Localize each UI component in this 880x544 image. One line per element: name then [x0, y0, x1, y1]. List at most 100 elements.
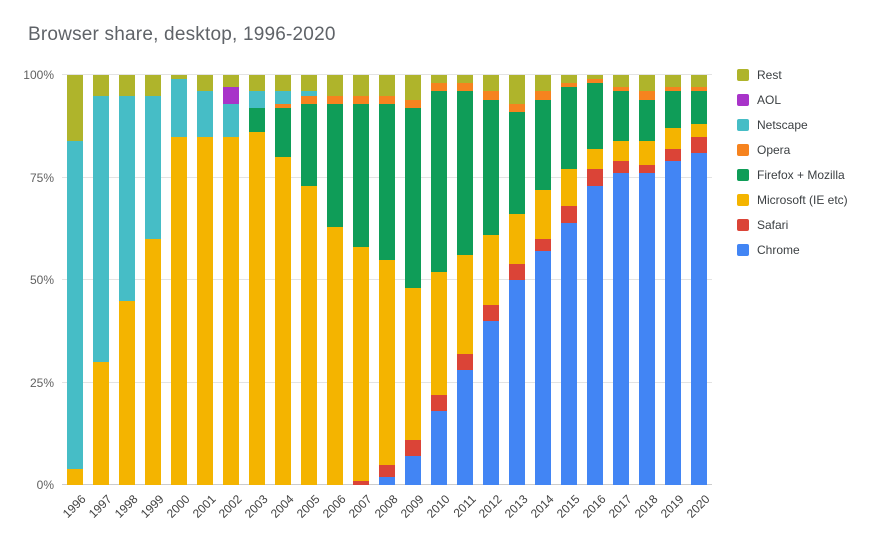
bar-segment-safari[interactable] [639, 165, 655, 174]
bar-segment-firefox-mozilla[interactable] [509, 111, 525, 215]
bar-segment-opera[interactable] [379, 95, 395, 104]
bar-segment-microsoft-ie-etc[interactable] [431, 271, 447, 395]
bar-segment-microsoft-ie-etc[interactable] [223, 136, 239, 485]
bar-segment-safari[interactable] [431, 394, 447, 412]
bar-segment-firefox-mozilla[interactable] [301, 103, 317, 186]
bar-segment-microsoft-ie-etc[interactable] [301, 185, 317, 485]
bar-segment-rest[interactable] [275, 75, 291, 92]
bar-segment-microsoft-ie-etc[interactable] [509, 214, 525, 264]
bar-segment-rest[interactable] [405, 75, 421, 100]
bar-segment-opera[interactable] [613, 87, 629, 92]
bar-segment-microsoft-ie-etc[interactable] [275, 157, 291, 485]
bar-segment-opera[interactable] [587, 79, 603, 84]
bar-segment-firefox-mozilla[interactable] [587, 83, 603, 149]
bar-segment-firefox-mozilla[interactable] [379, 103, 395, 260]
bar-segment-opera[interactable] [431, 83, 447, 92]
bar-segment-rest[interactable] [197, 75, 213, 92]
bar-segment-safari[interactable] [405, 439, 421, 457]
bar-segment-microsoft-ie-etc[interactable] [327, 226, 343, 485]
bar-segment-rest[interactable] [561, 75, 577, 84]
bar-segment-firefox-mozilla[interactable] [613, 91, 629, 141]
bar-segment-rest[interactable] [691, 75, 707, 88]
bar-segment-safari[interactable] [379, 464, 395, 477]
bar-segment-rest[interactable] [457, 75, 473, 84]
bar-segment-chrome[interactable] [613, 173, 629, 485]
bar-segment-safari[interactable] [561, 206, 577, 223]
bar-segment-chrome[interactable] [379, 476, 395, 485]
bar-segment-microsoft-ie-etc[interactable] [119, 300, 135, 485]
bar-segment-chrome[interactable] [405, 456, 421, 485]
bar-segment-opera[interactable] [275, 103, 291, 108]
bar-segment-rest[interactable] [145, 75, 161, 96]
bar-segment-netscape[interactable] [249, 91, 265, 108]
bar-segment-chrome[interactable] [587, 185, 603, 485]
bar-segment-opera[interactable] [301, 95, 317, 104]
bar-segment-netscape[interactable] [275, 91, 291, 104]
bar-segment-safari[interactable] [691, 136, 707, 153]
bar-segment-firefox-mozilla[interactable] [457, 91, 473, 256]
bar-segment-rest[interactable] [327, 75, 343, 96]
bar-segment-microsoft-ie-etc[interactable] [613, 140, 629, 162]
bar-segment-netscape[interactable] [67, 140, 83, 469]
bar-segment-rest[interactable] [483, 75, 499, 92]
bar-segment-rest[interactable] [171, 75, 187, 80]
bar-segment-rest[interactable] [613, 75, 629, 88]
bar-segment-safari[interactable] [509, 263, 525, 280]
bar-segment-firefox-mozilla[interactable] [665, 91, 681, 129]
bar-segment-opera[interactable] [405, 99, 421, 108]
bar-segment-firefox-mozilla[interactable] [353, 103, 369, 248]
bar-segment-netscape[interactable] [119, 95, 135, 301]
bar-segment-rest[interactable] [639, 75, 655, 92]
bar-segment-firefox-mozilla[interactable] [249, 107, 265, 133]
bar-segment-rest[interactable] [93, 75, 109, 96]
bar-segment-firefox-mozilla[interactable] [561, 87, 577, 170]
bar-segment-chrome[interactable] [483, 321, 499, 485]
bar-segment-microsoft-ie-etc[interactable] [483, 234, 499, 305]
bar-segment-rest[interactable] [535, 75, 551, 92]
bar-segment-microsoft-ie-etc[interactable] [145, 239, 161, 485]
bar-segment-opera[interactable] [691, 87, 707, 92]
bar-segment-rest[interactable] [509, 75, 525, 104]
bar-segment-microsoft-ie-etc[interactable] [67, 468, 83, 485]
bar-segment-netscape[interactable] [197, 91, 213, 137]
bar-segment-firefox-mozilla[interactable] [483, 99, 499, 235]
bar-segment-microsoft-ie-etc[interactable] [405, 288, 421, 440]
bar-segment-firefox-mozilla[interactable] [431, 91, 447, 272]
bar-segment-microsoft-ie-etc[interactable] [587, 148, 603, 170]
bar-segment-netscape[interactable] [145, 95, 161, 239]
bar-segment-microsoft-ie-etc[interactable] [639, 140, 655, 166]
bar-segment-microsoft-ie-etc[interactable] [249, 132, 265, 485]
bar-segment-opera[interactable] [483, 91, 499, 100]
bar-segment-chrome[interactable] [561, 222, 577, 485]
bar-segment-chrome[interactable] [665, 161, 681, 485]
bar-segment-rest[interactable] [301, 75, 317, 92]
bar-segment-opera[interactable] [327, 95, 343, 104]
bar-segment-netscape[interactable] [93, 95, 109, 362]
bar-segment-rest[interactable] [249, 75, 265, 92]
bar-segment-opera[interactable] [457, 83, 473, 92]
bar-segment-chrome[interactable] [509, 280, 525, 485]
bar-segment-opera[interactable] [535, 91, 551, 100]
bar-segment-firefox-mozilla[interactable] [639, 99, 655, 141]
bar-segment-rest[interactable] [119, 75, 135, 96]
bar-segment-microsoft-ie-etc[interactable] [561, 169, 577, 207]
bar-segment-chrome[interactable] [639, 173, 655, 485]
bar-segment-safari[interactable] [665, 148, 681, 162]
bar-segment-netscape[interactable] [223, 103, 239, 137]
bar-segment-rest[interactable] [353, 75, 369, 96]
bar-segment-netscape[interactable] [171, 79, 187, 137]
bar-segment-chrome[interactable] [535, 251, 551, 485]
bar-segment-opera[interactable] [665, 87, 681, 92]
bar-segment-microsoft-ie-etc[interactable] [379, 259, 395, 465]
bar-segment-microsoft-ie-etc[interactable] [93, 362, 109, 485]
bar-segment-chrome[interactable] [431, 411, 447, 485]
bar-segment-firefox-mozilla[interactable] [535, 99, 551, 190]
bar-segment-microsoft-ie-etc[interactable] [691, 124, 707, 137]
bar-segment-microsoft-ie-etc[interactable] [665, 128, 681, 149]
bar-segment-safari[interactable] [535, 239, 551, 252]
bar-segment-rest[interactable] [431, 75, 447, 84]
bar-segment-microsoft-ie-etc[interactable] [535, 189, 551, 240]
bar-segment-aol[interactable] [223, 87, 239, 104]
bar-segment-microsoft-ie-etc[interactable] [457, 255, 473, 354]
bar-segment-safari[interactable] [483, 304, 499, 321]
